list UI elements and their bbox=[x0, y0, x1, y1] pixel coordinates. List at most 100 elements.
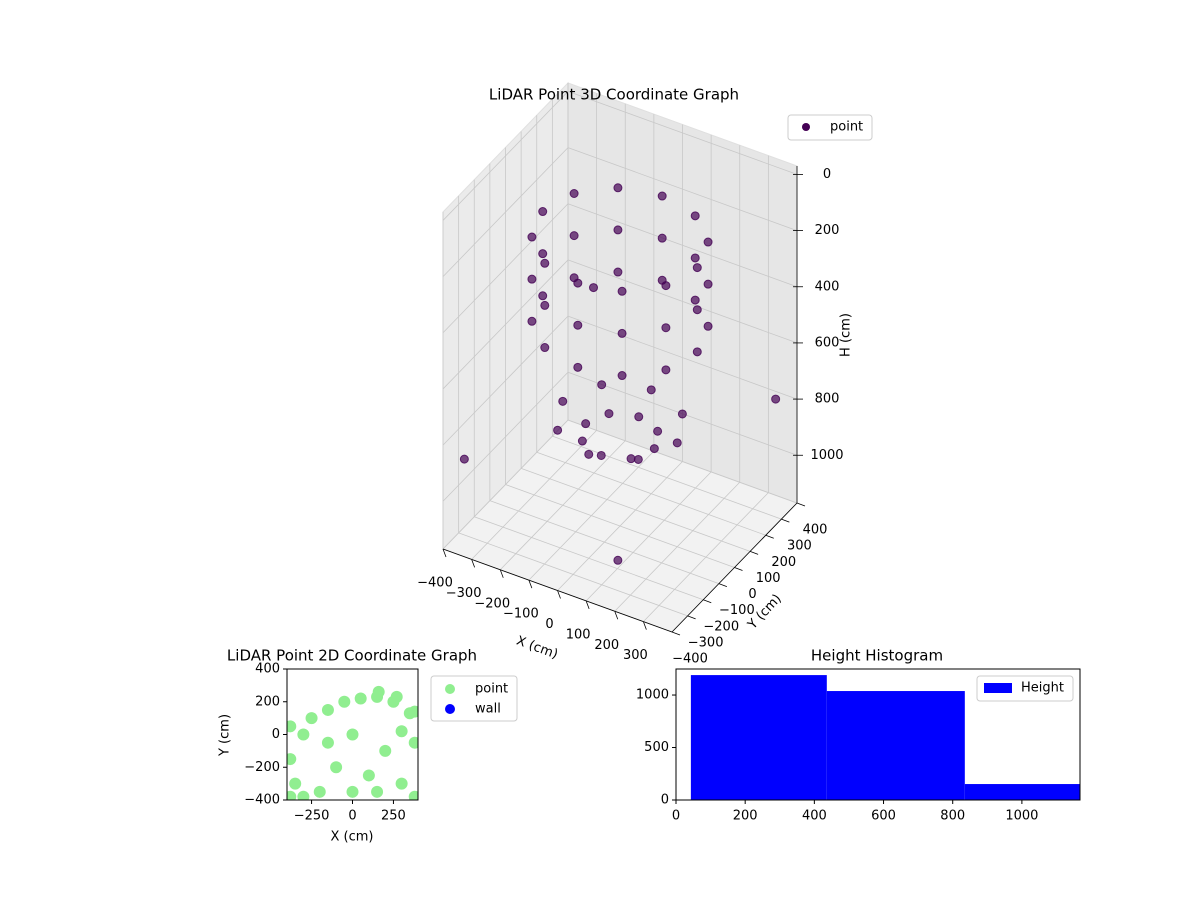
point bbox=[672, 438, 682, 448]
y-tick-label: 200 bbox=[771, 555, 796, 570]
point bbox=[577, 436, 587, 446]
point bbox=[395, 725, 408, 738]
legend-label: Height bbox=[1021, 681, 1064, 696]
chart-title: LiDAR Point 2D Coordinate Graph bbox=[227, 647, 477, 665]
z-tick-label: 0 bbox=[823, 167, 831, 182]
x-axis-label: X (cm) bbox=[514, 634, 560, 663]
axis-line bbox=[442, 548, 673, 633]
point bbox=[597, 380, 607, 390]
x-tick-label: −400 bbox=[417, 576, 453, 591]
point bbox=[649, 444, 659, 454]
point bbox=[408, 705, 418, 718]
point bbox=[287, 753, 297, 766]
bar bbox=[690, 675, 827, 800]
legend-label: point bbox=[830, 120, 863, 135]
point bbox=[690, 295, 700, 305]
point bbox=[604, 409, 614, 419]
point bbox=[771, 394, 781, 404]
grid-line bbox=[567, 315, 798, 400]
point bbox=[527, 274, 537, 284]
point bbox=[287, 720, 297, 733]
point bbox=[703, 321, 713, 331]
axes-frame bbox=[675, 668, 1081, 801]
grid-line bbox=[552, 435, 782, 520]
x-tick-label: 1000 bbox=[1005, 809, 1038, 824]
z-tick-label: 600 bbox=[815, 335, 840, 350]
chart-title: LiDAR Point 3D Coordinate Graph bbox=[489, 86, 739, 104]
x-tick-label: 600 bbox=[871, 809, 896, 824]
grid-line bbox=[567, 91, 798, 175]
point bbox=[305, 712, 318, 725]
chart-title: Height Histogram bbox=[811, 647, 943, 665]
point bbox=[538, 291, 548, 301]
point bbox=[581, 419, 591, 429]
point bbox=[626, 454, 636, 464]
point bbox=[589, 283, 598, 293]
point bbox=[538, 249, 548, 259]
point bbox=[338, 695, 351, 708]
point bbox=[613, 183, 623, 193]
point bbox=[287, 790, 297, 800]
tick-mark bbox=[781, 518, 790, 523]
tick-mark bbox=[557, 590, 561, 599]
grid-line bbox=[520, 467, 751, 552]
x-tick-label: 0 bbox=[545, 617, 553, 632]
point bbox=[553, 425, 563, 435]
bar bbox=[826, 691, 965, 800]
grid-line bbox=[505, 484, 735, 568]
y-tick-label: −100 bbox=[719, 603, 755, 618]
x-tick-label: 100 bbox=[566, 627, 591, 642]
point bbox=[297, 728, 310, 741]
y-tick-label: 400 bbox=[255, 662, 280, 677]
grid-line bbox=[458, 532, 688, 617]
point bbox=[613, 267, 623, 277]
point bbox=[677, 409, 687, 419]
x-tick-label: −100 bbox=[503, 607, 539, 622]
point bbox=[379, 744, 392, 757]
legend-marker bbox=[802, 123, 810, 131]
point bbox=[617, 328, 627, 338]
point bbox=[371, 785, 384, 798]
x-tick-label: 0 bbox=[348, 809, 356, 824]
point bbox=[538, 207, 548, 217]
point bbox=[289, 777, 302, 790]
point bbox=[569, 273, 579, 283]
x-tick-label: 200 bbox=[594, 638, 619, 653]
point bbox=[540, 300, 550, 310]
tick-mark bbox=[614, 611, 619, 620]
x-tick-label: 250 bbox=[381, 809, 406, 824]
legend-label: point bbox=[475, 682, 508, 697]
point bbox=[573, 320, 583, 330]
tick-mark bbox=[585, 600, 590, 610]
point bbox=[703, 279, 713, 289]
bar bbox=[964, 784, 1080, 800]
y-tick-label: 0 bbox=[748, 587, 756, 602]
point bbox=[692, 263, 702, 273]
y-tick-label: −200 bbox=[244, 760, 280, 775]
point bbox=[395, 777, 408, 790]
grid-line bbox=[474, 516, 704, 601]
point bbox=[390, 690, 403, 703]
point bbox=[558, 396, 568, 406]
axis-line bbox=[671, 502, 798, 633]
tick-mark bbox=[765, 534, 774, 539]
point bbox=[569, 231, 579, 241]
point bbox=[354, 692, 367, 705]
point bbox=[297, 790, 310, 800]
point bbox=[321, 703, 334, 716]
plot-area bbox=[287, 685, 418, 800]
grid-line bbox=[567, 147, 798, 231]
point bbox=[408, 790, 418, 800]
point bbox=[613, 225, 623, 235]
y-tick-label: 400 bbox=[803, 523, 828, 538]
z-tick-label: 1000 bbox=[810, 448, 843, 463]
legend-marker bbox=[445, 704, 455, 714]
legend-marker bbox=[445, 684, 455, 694]
grid-line bbox=[442, 147, 569, 277]
point bbox=[634, 412, 644, 422]
grid-line bbox=[489, 500, 720, 585]
point bbox=[540, 343, 550, 353]
grid-line bbox=[567, 259, 798, 344]
point bbox=[346, 728, 359, 741]
